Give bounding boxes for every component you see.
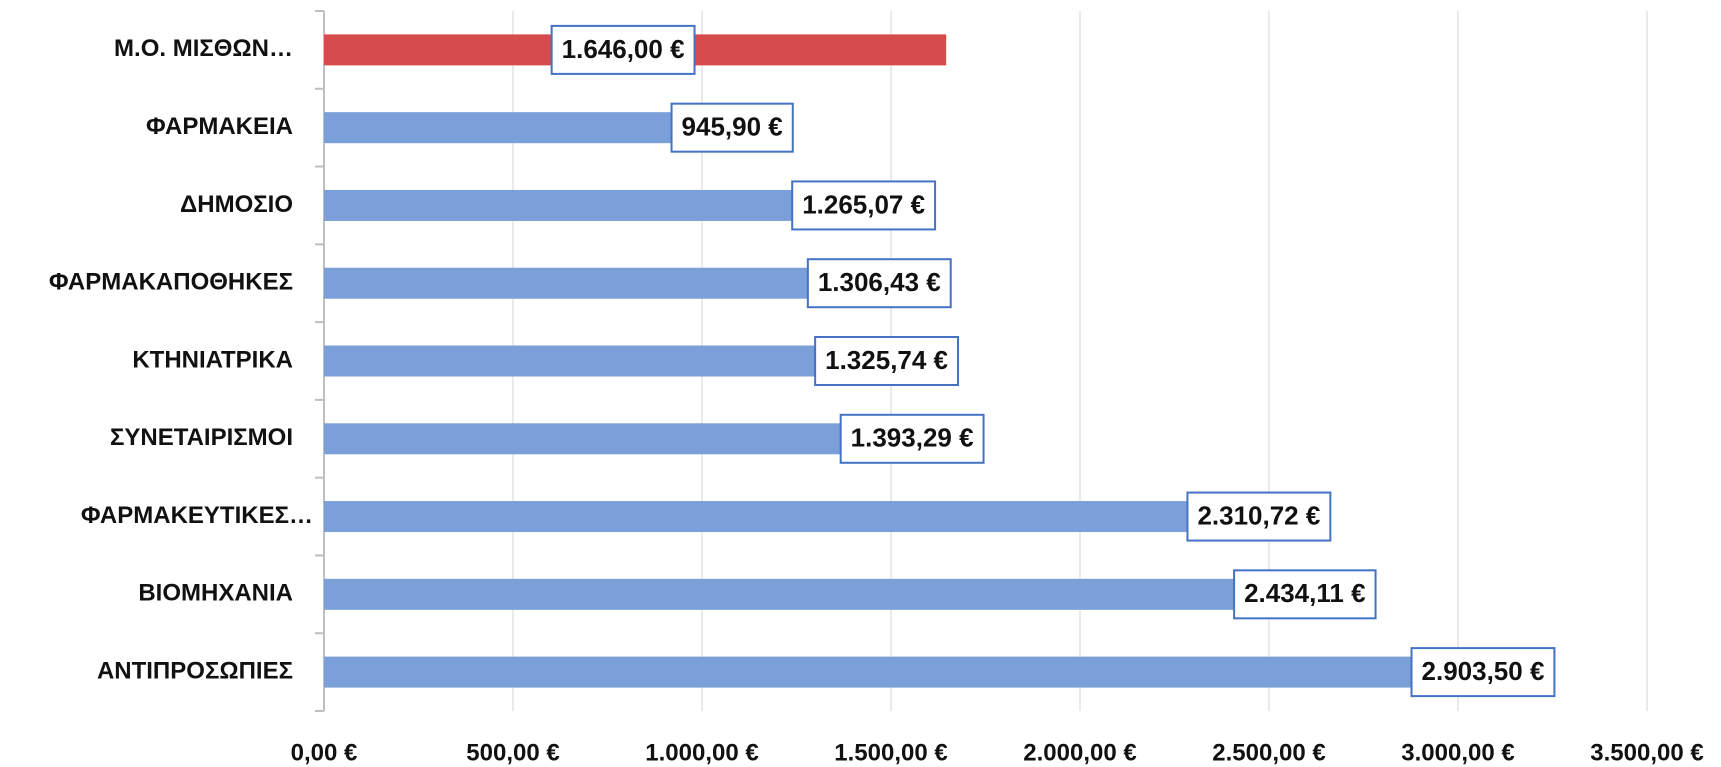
x-tick-label: 3.500,00 € bbox=[1590, 739, 1703, 766]
bar bbox=[324, 423, 851, 455]
y-tick-label: ΒΙΟΜΗΧΑΝΙΑ bbox=[138, 580, 293, 607]
x-tick-label: 500,00 € bbox=[466, 739, 559, 766]
data-label-box bbox=[791, 180, 937, 231]
data-label-box bbox=[814, 336, 960, 386]
bar bbox=[324, 345, 826, 377]
data-label: 1.265,07 € bbox=[802, 189, 925, 219]
data-label: 2.434,11 € bbox=[1244, 578, 1365, 608]
data-label: 1.646,00 € bbox=[562, 34, 685, 64]
y-tick-label: ΦΑΡΜΑΚΕΙΑ bbox=[146, 113, 293, 140]
x-tick-label: 1.500,00 € bbox=[834, 739, 947, 766]
x-tick-label: 0,00 € bbox=[291, 739, 358, 766]
bar bbox=[324, 501, 1198, 533]
data-label: 1.393,29 € bbox=[851, 423, 974, 453]
data-label: 1.325,74 € bbox=[825, 345, 948, 375]
bar bbox=[324, 267, 818, 299]
y-tick-label: ΔΗΜΟΣΙΟ bbox=[180, 191, 293, 218]
data-label-box bbox=[550, 24, 696, 75]
bar bbox=[324, 112, 682, 144]
y-tick-label: Μ.Ο. ΜΙΣΘΩΝ… bbox=[114, 35, 293, 62]
y-tick-label: ΦΑΡΜΑΚΕΥΤΙΚΕΣ… bbox=[81, 502, 313, 529]
data-label: 2.903,50 € bbox=[1422, 656, 1545, 686]
data-label-box bbox=[670, 102, 794, 153]
bar bbox=[324, 656, 1422, 688]
data-label-box bbox=[839, 413, 985, 464]
bar bbox=[324, 578, 1245, 610]
data-label: 2.310,72 € bbox=[1197, 500, 1320, 530]
y-tick-label: ΣΥΝΕΤΑΙΡΙΣΜΟΙ bbox=[110, 424, 293, 451]
data-label: 1.306,43 € bbox=[818, 267, 941, 297]
x-tick-label: 1.000,00 € bbox=[645, 739, 758, 766]
bar bbox=[324, 189, 803, 221]
data-label-box bbox=[806, 258, 952, 309]
y-tick-label: ΦΑΡΜΑΚΑΠΟΘΗΚΕΣ bbox=[49, 269, 293, 296]
data-label-box bbox=[1410, 647, 1556, 698]
data-label-box bbox=[1233, 569, 1377, 620]
data-label: 945,90 € bbox=[682, 112, 783, 142]
y-tick-label: ΚΤΗΝΙΑΤΡΙΚΑ bbox=[132, 346, 293, 373]
x-tick-label: 3.000,00 € bbox=[1401, 739, 1514, 766]
x-tick-label: 2.000,00 € bbox=[1023, 739, 1136, 766]
x-tick-label: 2.500,00 € bbox=[1212, 739, 1325, 766]
data-label-box bbox=[1186, 491, 1332, 542]
y-tick-label: ΑΝΤΙΠΡΟΣΩΠΙΕΣ bbox=[97, 657, 293, 684]
